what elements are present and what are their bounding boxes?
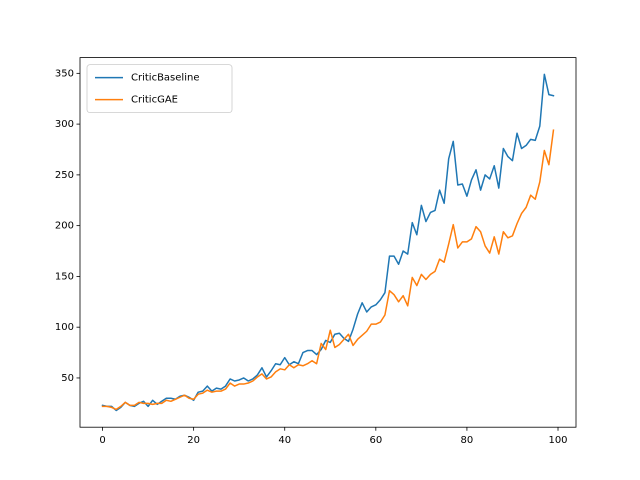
x-tick-label: 100 <box>548 435 567 446</box>
x-tick-label: 20 <box>187 435 200 446</box>
x-tick-label: 0 <box>99 435 105 446</box>
y-tick-label: 300 <box>55 119 74 130</box>
y-tick-label: 150 <box>55 271 74 282</box>
x-tick-label: 40 <box>278 435 291 446</box>
legend-box <box>86 64 233 113</box>
plot-frame <box>79 57 577 428</box>
y-tick-label: 350 <box>55 68 74 79</box>
y-tick-label: 250 <box>55 170 74 181</box>
x-tick-label: 80 <box>461 435 474 446</box>
y-tick-label: 50 <box>61 373 74 384</box>
x-tick-label: 60 <box>369 435 382 446</box>
legend-label: CriticGAE <box>131 95 178 106</box>
legend-label: CriticBaseline <box>131 73 199 84</box>
y-tick-label: 200 <box>55 221 74 232</box>
series-line <box>101 129 555 411</box>
y-tick-label: 100 <box>55 322 74 333</box>
